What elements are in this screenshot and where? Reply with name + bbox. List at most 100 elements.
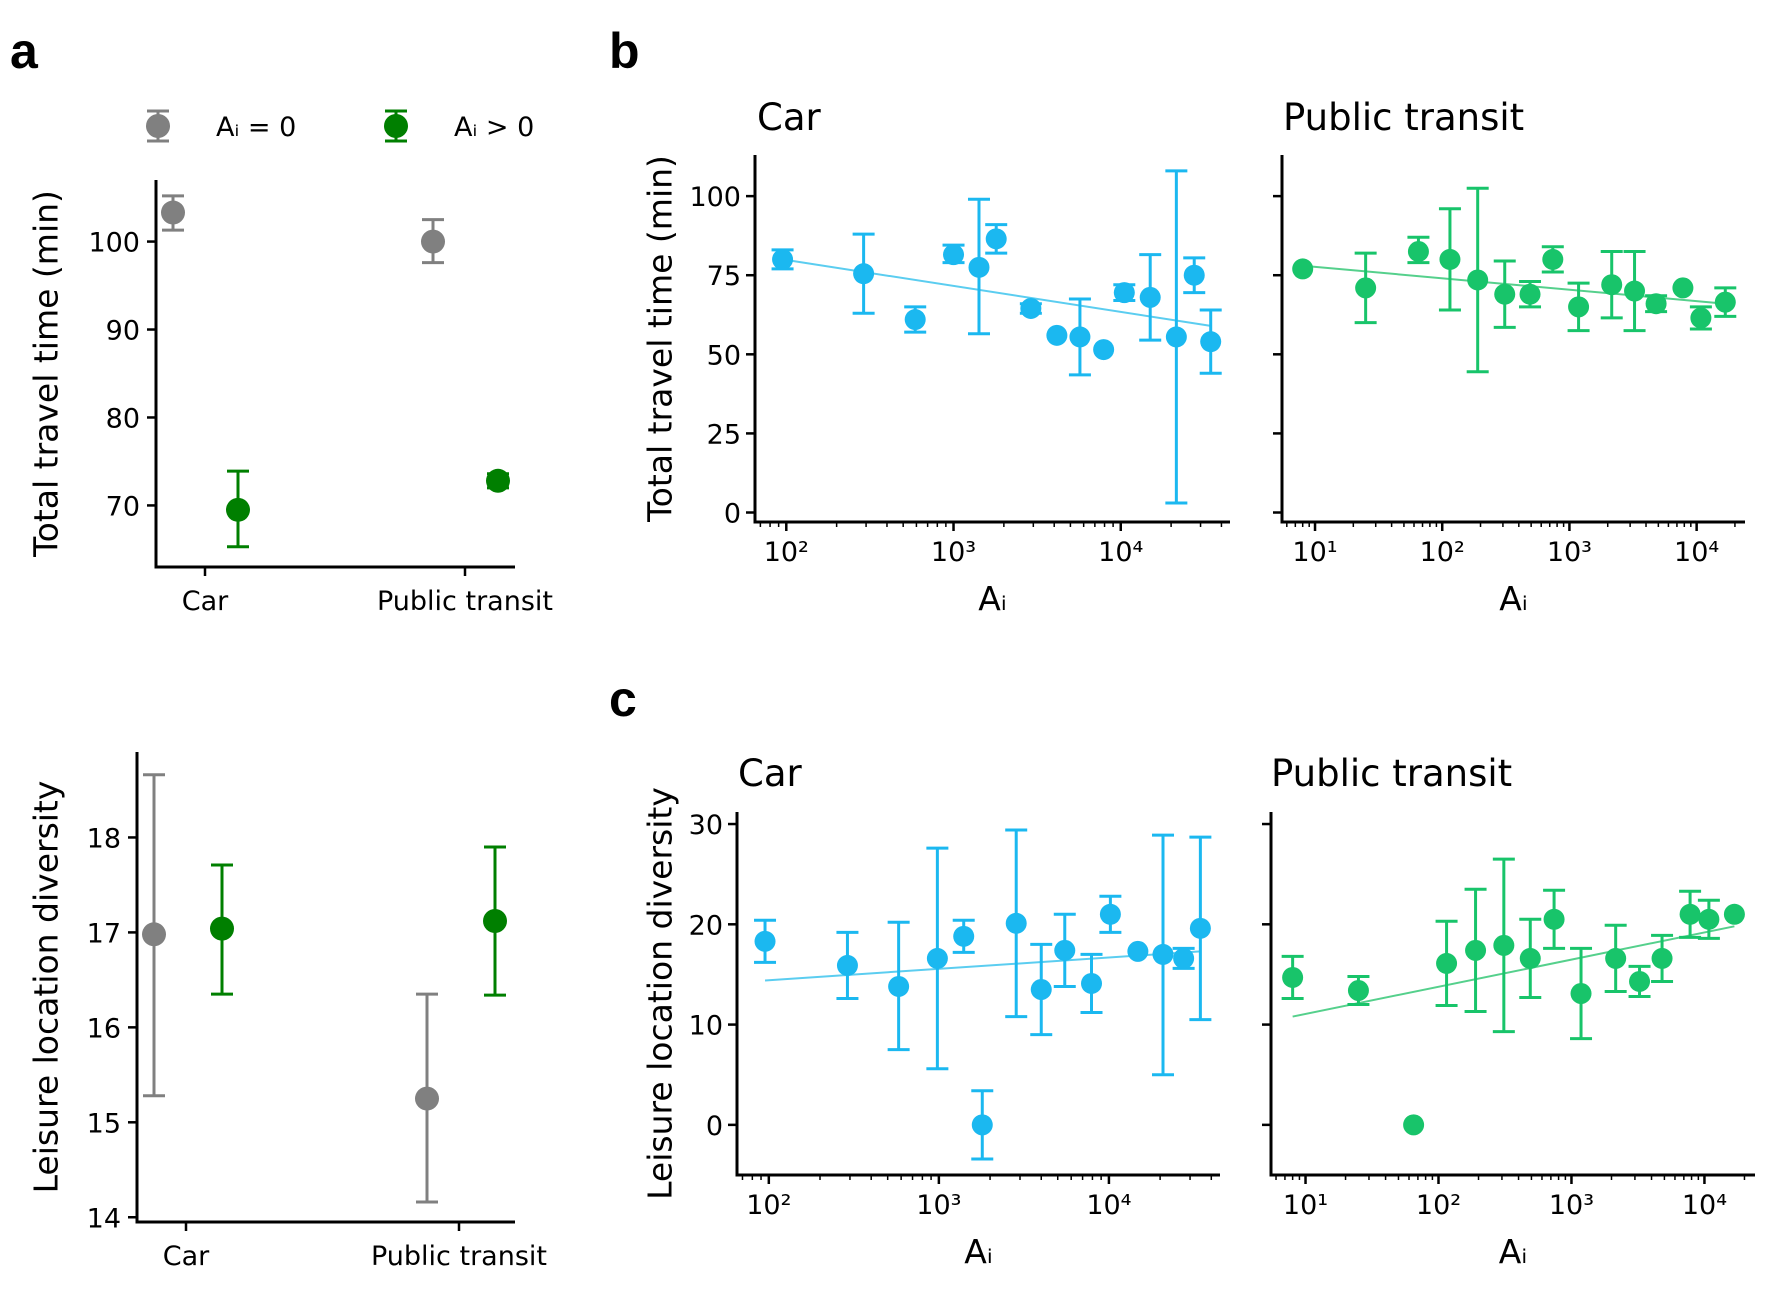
point-pos-1 xyxy=(483,909,507,934)
chart-title: Public transit xyxy=(1283,96,1524,139)
point-6 xyxy=(1020,297,1042,319)
point-8 xyxy=(1069,326,1091,348)
chart-b-car: 0 25 50 75 100 Total travel time (min) Car 10² 1… xyxy=(641,96,1230,618)
x-tick-label-2: 10⁴ xyxy=(1086,1190,1131,1221)
x-tick-label-3: 10⁴ xyxy=(1682,1190,1727,1221)
point-12 xyxy=(1679,903,1701,925)
point-13 xyxy=(1698,908,1720,930)
y-tick-label-0: 70 xyxy=(106,491,140,522)
legend-label-pos: Aᵢ > 0 xyxy=(454,112,534,143)
point-14 xyxy=(1714,291,1736,313)
legend-item-zero: Aᵢ = 0 xyxy=(146,109,296,143)
point-8 xyxy=(1570,983,1592,1004)
point-9 xyxy=(1093,339,1115,361)
point-7 xyxy=(1543,908,1565,930)
point-2 xyxy=(904,309,926,331)
point-9 xyxy=(1605,947,1627,969)
y-tick-label-3: 75 xyxy=(707,261,741,292)
y-axis-label: Total travel time (min) xyxy=(641,155,680,523)
y-tick-label-1: 10 xyxy=(689,1011,723,1042)
point-zero-1 xyxy=(421,229,445,254)
x-axis-label: Aᵢ xyxy=(978,579,1006,618)
panel-label-a: a xyxy=(10,23,39,79)
y-axis-label: Leisure location diversity xyxy=(27,781,66,1194)
point-pos-0 xyxy=(210,916,234,941)
point-0 xyxy=(1292,258,1314,280)
x-tick-label-0: 10² xyxy=(764,537,809,568)
x-tick-label-1: 10³ xyxy=(931,537,976,568)
point-7 xyxy=(1030,978,1052,1000)
point-zero-0 xyxy=(161,200,185,225)
y-tick-label-2: 20 xyxy=(689,910,723,941)
chart-a-diversity: 14 15 16 17 18 Leisure location diversity Car P… xyxy=(27,752,547,1272)
y-axis-label: Total travel time (min) xyxy=(27,190,66,558)
point-pos-1 xyxy=(486,468,510,493)
x-tick-label-0: Car xyxy=(163,1241,210,1272)
y-tick-label-2: 16 xyxy=(87,1013,121,1044)
point-8 xyxy=(1054,939,1076,961)
x-tick-label-0: 10² xyxy=(746,1190,791,1221)
point-1 xyxy=(1347,979,1369,1001)
legend-marker-zero xyxy=(146,114,170,138)
point-4 xyxy=(1467,269,1489,291)
panel-label-b: b xyxy=(609,23,640,79)
point-12 xyxy=(1672,277,1694,299)
point-5 xyxy=(971,1114,993,1136)
x-tick-label-1: Public transit xyxy=(371,1241,547,1272)
point-11 xyxy=(1139,286,1161,308)
x-axis-label: Aᵢ xyxy=(964,1232,992,1271)
point-3 xyxy=(926,947,948,969)
point-14 xyxy=(1723,903,1745,925)
chart-b-transit: Public transit 10¹ 10² 10³ 10⁴ Aᵢ xyxy=(1273,96,1745,618)
point-0 xyxy=(754,930,776,952)
point-3 xyxy=(1436,952,1458,974)
x-tick-label-0: 10¹ xyxy=(1283,1190,1328,1221)
point-13 xyxy=(1690,307,1712,329)
point-10 xyxy=(1629,970,1651,992)
point-3 xyxy=(943,244,965,266)
point-1 xyxy=(1355,277,1377,299)
point-5 xyxy=(985,228,1007,250)
x-tick-label-2: 10⁴ xyxy=(1098,537,1143,568)
legend-marker-pos xyxy=(384,114,408,138)
point-6 xyxy=(1005,912,1027,934)
fit-line xyxy=(764,950,1201,982)
y-tick-label-1: 25 xyxy=(707,419,741,450)
point-14 xyxy=(1200,331,1222,353)
point-4 xyxy=(953,925,975,947)
x-tick-label-1: 10³ xyxy=(916,1190,961,1221)
y-tick-label-4: 18 xyxy=(87,823,121,854)
point-6 xyxy=(1519,947,1541,969)
y-tick-label-0: 0 xyxy=(724,499,741,530)
point-zero-0 xyxy=(142,922,166,947)
chart-c-car: 0 10 20 30 Leisure location diversity Car 10² 1… xyxy=(641,752,1220,1271)
point-4 xyxy=(968,256,990,278)
point-3 xyxy=(1439,248,1461,270)
point-14 xyxy=(1189,917,1211,939)
y-axis-label: Leisure location diversity xyxy=(641,787,680,1200)
point-8 xyxy=(1568,296,1590,318)
x-axis-label: Aᵢ xyxy=(1499,1232,1527,1271)
point-7 xyxy=(1046,324,1068,346)
point-10 xyxy=(1113,282,1135,304)
point-6 xyxy=(1519,283,1541,305)
y-tick-label-1: 80 xyxy=(106,403,140,434)
y-tick-label-1: 15 xyxy=(87,1108,121,1139)
chart-title: Public transit xyxy=(1271,752,1512,795)
y-tick-label-2: 90 xyxy=(106,316,140,347)
point-13 xyxy=(1173,947,1195,969)
legend-label-zero: Aᵢ = 0 xyxy=(216,112,296,143)
point-10 xyxy=(1624,280,1646,302)
point-0 xyxy=(1282,966,1304,988)
point-11 xyxy=(1651,947,1673,969)
point-1 xyxy=(836,954,858,976)
x-tick-label-2: 10³ xyxy=(1547,537,1592,568)
x-axis-label: Aᵢ xyxy=(1499,579,1527,618)
point-0 xyxy=(772,248,794,270)
y-tick-label-3: 30 xyxy=(689,810,723,841)
x-tick-label-2: 10³ xyxy=(1549,1190,1594,1221)
point-11 xyxy=(1645,293,1667,315)
point-11 xyxy=(1127,940,1149,962)
x-tick-label-0: 10¹ xyxy=(1292,537,1337,568)
